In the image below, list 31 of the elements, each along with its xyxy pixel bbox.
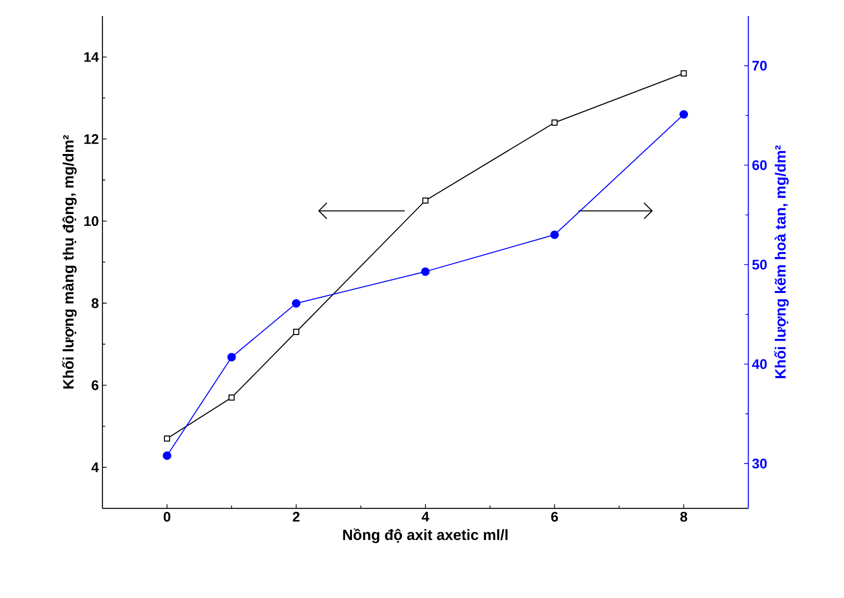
y2-tick-label: 60: [752, 160, 767, 170]
y-tick-label: 12: [84, 134, 98, 144]
point: [422, 197, 428, 204]
point: [164, 435, 170, 442]
y2-axis-title: Khối lượng kẽm hoà tan, mg/dm²: [774, 145, 789, 378]
point: [227, 352, 236, 362]
x-tick-label: 2: [292, 512, 300, 522]
point: [162, 451, 172, 460]
x-tick-label: 4: [422, 512, 430, 522]
x-tick-label: 6: [551, 512, 558, 522]
x-tick-label: 0: [164, 512, 170, 522]
y-tick-label: 4: [91, 462, 99, 472]
x-axis-title: Nồng độ axit axetic ml/l: [343, 528, 508, 544]
y-tick-label: 10: [84, 216, 98, 226]
point: [228, 394, 235, 401]
point: [550, 230, 559, 240]
y-axis-title: Khối lượng màng thụ động, mg/dm²: [62, 135, 77, 388]
point: [680, 70, 687, 76]
point: [679, 110, 688, 119]
point: [293, 328, 300, 335]
y2-tick-label: 70: [752, 60, 767, 71]
point: [292, 299, 300, 308]
y2-tick-label: 30: [752, 458, 767, 468]
y-tick-label: 14: [84, 52, 99, 62]
y-tick-label: 6: [92, 380, 98, 390]
y2-tick-label: 50: [752, 260, 767, 270]
x-tick-label: 8: [680, 512, 688, 522]
point: [551, 120, 558, 126]
y-tick-label: 8: [92, 298, 98, 308]
y2-tick-label: 40: [752, 359, 767, 369]
point: [421, 267, 430, 276]
